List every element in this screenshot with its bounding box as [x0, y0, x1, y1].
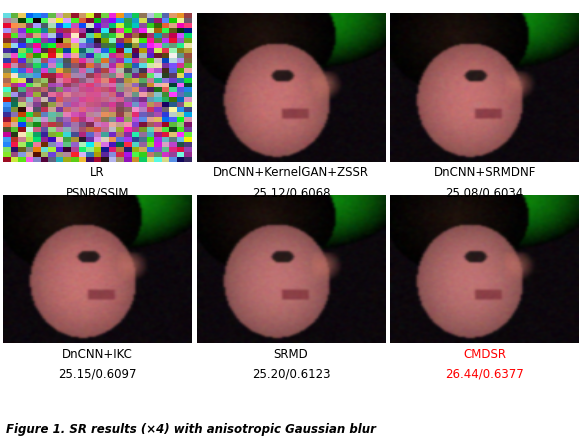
Text: PSNR/SSIM: PSNR/SSIM — [66, 186, 129, 199]
Text: DnCNN+KernelGAN+ZSSR: DnCNN+KernelGAN+ZSSR — [213, 166, 369, 179]
Text: 25.08/0.6034: 25.08/0.6034 — [445, 186, 524, 199]
Text: Figure 1. SR results (×4) with anisotropic Gaussian blur: Figure 1. SR results (×4) with anisotrop… — [6, 422, 376, 436]
Text: DnCNN+IKC: DnCNN+IKC — [62, 348, 133, 361]
Text: 25.12/0.6068: 25.12/0.6068 — [252, 186, 330, 199]
Text: 25.20/0.6123: 25.20/0.6123 — [252, 367, 330, 381]
Text: CMDSR: CMDSR — [463, 348, 506, 361]
Text: LR: LR — [90, 166, 105, 179]
Text: DnCNN+SRMDNF: DnCNN+SRMDNF — [434, 166, 536, 179]
Text: 26.44/0.6377: 26.44/0.6377 — [445, 367, 524, 381]
Text: 25.15/0.6097: 25.15/0.6097 — [58, 367, 137, 381]
Text: SRMD: SRMD — [274, 348, 308, 361]
